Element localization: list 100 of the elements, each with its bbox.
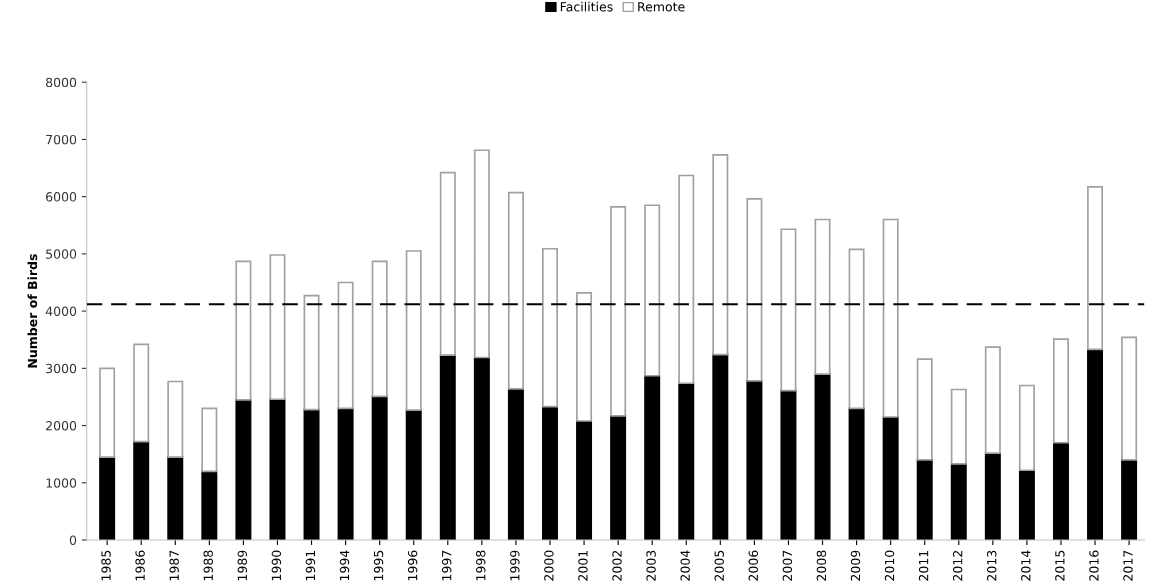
x-tick-label: 1987	[169, 550, 179, 581]
bar	[848, 407, 865, 541]
x-tick-label: 1994	[339, 550, 350, 581]
bar	[1018, 384, 1035, 472]
bar	[984, 346, 1001, 454]
bar	[848, 248, 865, 410]
bar	[678, 382, 695, 541]
bar	[405, 250, 422, 411]
x-tick-label: 1985	[101, 550, 111, 581]
x-tick-label: 1990	[271, 550, 282, 581]
bar	[746, 380, 763, 541]
y-tick-label: 6000	[46, 192, 77, 202]
bar	[473, 149, 490, 359]
bar	[133, 440, 150, 541]
bar	[99, 456, 116, 541]
bar	[167, 456, 184, 541]
bar	[610, 415, 627, 541]
bar	[780, 228, 797, 392]
bar	[576, 420, 593, 541]
x-tick-label: 1986	[135, 550, 145, 581]
x-tick-label: 1991	[305, 550, 316, 581]
y-tick-label: 8000	[46, 77, 77, 88]
x-tick-label: 1999	[510, 550, 520, 581]
y-tick-label: 3000	[46, 363, 77, 374]
bar	[950, 463, 967, 541]
x-tick-label: 2011	[918, 550, 929, 581]
x-tick-label: 1989	[237, 550, 248, 581]
bar	[984, 452, 1001, 541]
x-tick-label: 2004	[680, 550, 690, 581]
bar	[473, 356, 490, 541]
bar	[916, 459, 933, 541]
bar	[576, 291, 593, 422]
x-tick-label: 2001	[578, 550, 588, 581]
bar	[167, 380, 184, 458]
bar	[133, 343, 150, 443]
x-tick-label: 2012	[952, 551, 963, 581]
x-tick-label: 2007	[782, 550, 793, 581]
x-tick-label: 1998	[476, 550, 486, 581]
bar	[269, 398, 286, 541]
bar	[1052, 338, 1069, 444]
bar	[712, 154, 729, 356]
bar	[1087, 186, 1104, 351]
x-tick-label: 2000	[544, 550, 554, 581]
bar	[610, 206, 627, 417]
bar	[746, 198, 763, 382]
bar	[303, 408, 320, 541]
bar	[712, 353, 729, 541]
x-tick-label: 2009	[850, 550, 861, 581]
bar	[235, 260, 252, 401]
bar	[337, 407, 354, 541]
bar	[644, 204, 661, 377]
bar	[1121, 336, 1138, 461]
legend-label: Remote	[638, 2, 685, 12]
bar	[644, 374, 661, 541]
bar	[371, 395, 388, 541]
y-tick-label: 7000	[46, 134, 77, 145]
bar	[235, 398, 252, 541]
bar	[814, 218, 831, 375]
bar	[780, 389, 797, 541]
bar	[1087, 348, 1104, 541]
x-tick-label: 2015	[1055, 550, 1065, 581]
bar	[950, 388, 967, 465]
bar	[201, 470, 218, 541]
bar	[99, 367, 116, 458]
bar	[269, 254, 286, 401]
bar	[201, 407, 218, 473]
x-tick-label: 2002	[612, 551, 622, 581]
bar	[405, 409, 422, 541]
x-tick-label: 2016	[1089, 550, 1099, 581]
x-tick-label: 2014	[1021, 550, 1031, 581]
bar	[371, 260, 388, 398]
x-tick-label: 2013	[987, 550, 997, 581]
bar	[337, 281, 354, 410]
bar	[303, 294, 320, 411]
x-tick-label: 2017	[1123, 550, 1133, 581]
bar	[1018, 469, 1035, 541]
x-tick-label: 2003	[646, 550, 656, 581]
bar	[542, 405, 558, 541]
bar	[507, 191, 524, 390]
y-axis-title: Number of Birds	[27, 254, 38, 368]
x-tick-label: 1996	[407, 550, 418, 581]
x-tick-label: 1997	[441, 550, 452, 581]
bar	[439, 171, 456, 357]
y-tick-label: 2000	[46, 421, 77, 431]
x-tick-label: 2008	[816, 550, 827, 581]
bar	[439, 354, 456, 541]
x-tick-label: 2006	[748, 550, 759, 581]
x-tick-label: 2010	[884, 550, 895, 581]
x-tick-label: 2005	[714, 550, 724, 581]
bar	[678, 174, 695, 385]
y-tick-label: 0	[69, 535, 77, 545]
bar	[1121, 459, 1138, 541]
bar	[542, 247, 558, 408]
legend-label: Facilities	[560, 1, 613, 12]
x-tick-label: 1988	[203, 550, 213, 581]
bar	[916, 358, 933, 461]
y-tick-label: 4000	[45, 306, 77, 317]
bar	[882, 416, 899, 541]
bar	[507, 388, 524, 541]
y-tick-label: 1000	[46, 478, 77, 488]
